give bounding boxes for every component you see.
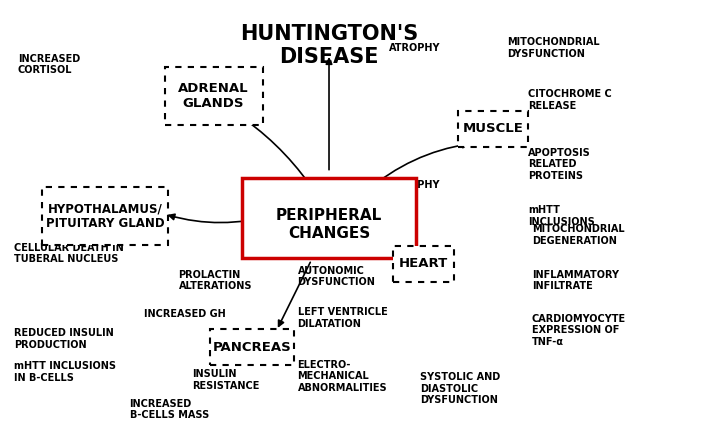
FancyBboxPatch shape — [210, 329, 294, 365]
Text: HEART: HEART — [399, 257, 448, 271]
Text: CELLULAR DEATH IN
TUBERAL NUCLEUS: CELLULAR DEATH IN TUBERAL NUCLEUS — [14, 243, 124, 264]
Text: HUNTINGTON'S
DISEASE: HUNTINGTON'S DISEASE — [240, 24, 418, 67]
Text: INCREASED GH: INCREASED GH — [144, 309, 226, 319]
Text: CARDIOMYOCYTE
EXPRESSION OF
TNF-α: CARDIOMYOCYTE EXPRESSION OF TNF-α — [532, 314, 626, 347]
Text: AUTONOMIC
DYSFUNCTION: AUTONOMIC DYSFUNCTION — [298, 265, 376, 287]
Text: ADRENAL
GLANDS: ADRENAL GLANDS — [178, 82, 249, 110]
Text: REDUCED INSULIN
PRODUCTION: REDUCED INSULIN PRODUCTION — [14, 328, 114, 349]
Text: PROLACTIN
ALTERATIONS: PROLACTIN ALTERATIONS — [178, 270, 252, 291]
Text: INFLAMMATORY
INFILTRATE: INFLAMMATORY INFILTRATE — [532, 270, 619, 291]
Text: MUSCLE: MUSCLE — [463, 123, 524, 135]
Text: HYPOTHALAMUS/
PITUITARY GLAND: HYPOTHALAMUS/ PITUITARY GLAND — [46, 202, 164, 230]
Text: ATROPHY: ATROPHY — [388, 180, 440, 190]
Text: ELECTRO-
MECHANICAL
ABNORMALITIES: ELECTRO- MECHANICAL ABNORMALITIES — [298, 360, 387, 393]
Text: INSULIN
RESISTANCE: INSULIN RESISTANCE — [193, 369, 260, 391]
Text: MITOCHONDRIAL
DYSFUNCTION: MITOCHONDRIAL DYSFUNCTION — [508, 37, 600, 59]
Text: INCREASED
CORTISOL: INCREASED CORTISOL — [18, 54, 80, 75]
FancyBboxPatch shape — [458, 111, 528, 147]
Text: CITOCHROME C
RELEASE: CITOCHROME C RELEASE — [528, 89, 612, 111]
Text: MITOCHONDRIAL
DEGENERATION: MITOCHONDRIAL DEGENERATION — [532, 224, 625, 245]
Text: INCREASED
B-CELLS MASS: INCREASED B-CELLS MASS — [130, 399, 208, 420]
Text: LEFT VENTRICLE
DILATATION: LEFT VENTRICLE DILATATION — [298, 307, 387, 329]
Text: mHTT
INCLUSIONS: mHTT INCLUSIONS — [528, 205, 595, 227]
FancyBboxPatch shape — [42, 187, 168, 245]
Text: ATROPHY: ATROPHY — [388, 43, 440, 53]
Text: PANCREAS: PANCREAS — [213, 340, 291, 354]
FancyBboxPatch shape — [164, 67, 263, 125]
Text: SYSTOLIC AND
DIASTOLIC
DYSFUNCTION: SYSTOLIC AND DIASTOLIC DYSFUNCTION — [420, 372, 501, 405]
FancyBboxPatch shape — [393, 246, 453, 282]
Text: mHTT INCLUSIONS
IN B-CELLS: mHTT INCLUSIONS IN B-CELLS — [14, 361, 116, 383]
Text: APOPTOSIS
RELATED
PROTEINS: APOPTOSIS RELATED PROTEINS — [528, 148, 591, 181]
Text: PERIPHERAL
CHANGES: PERIPHERAL CHANGES — [276, 208, 382, 241]
FancyBboxPatch shape — [241, 179, 416, 259]
